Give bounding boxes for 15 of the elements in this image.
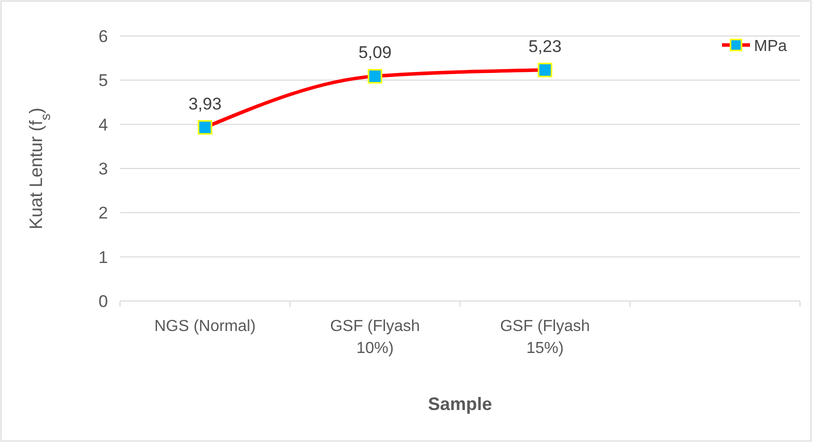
y-tick-label: 1 (98, 248, 108, 267)
data-label: 3,93 (188, 94, 222, 114)
data-label: 5,23 (528, 37, 562, 56)
y-tick-label: 4 (98, 115, 108, 134)
x-tick-label: GSF (Flyash 10%) (330, 318, 420, 357)
x-tick-label: GSF (Flyash 15%) (500, 318, 590, 357)
y-tick-label: 2 (98, 204, 108, 223)
data-label: 5,09 (358, 43, 392, 62)
y-tick-label: 0 (98, 292, 108, 311)
legend-label: MPa (754, 38, 787, 55)
x-axis-title: Sample (428, 394, 492, 414)
x-tick-label: NGS (Normal) (154, 318, 256, 335)
y-tick-label: 5 (98, 71, 108, 90)
y-tick-label: 6 (98, 27, 108, 46)
y-tick-label: 3 (98, 160, 108, 178)
